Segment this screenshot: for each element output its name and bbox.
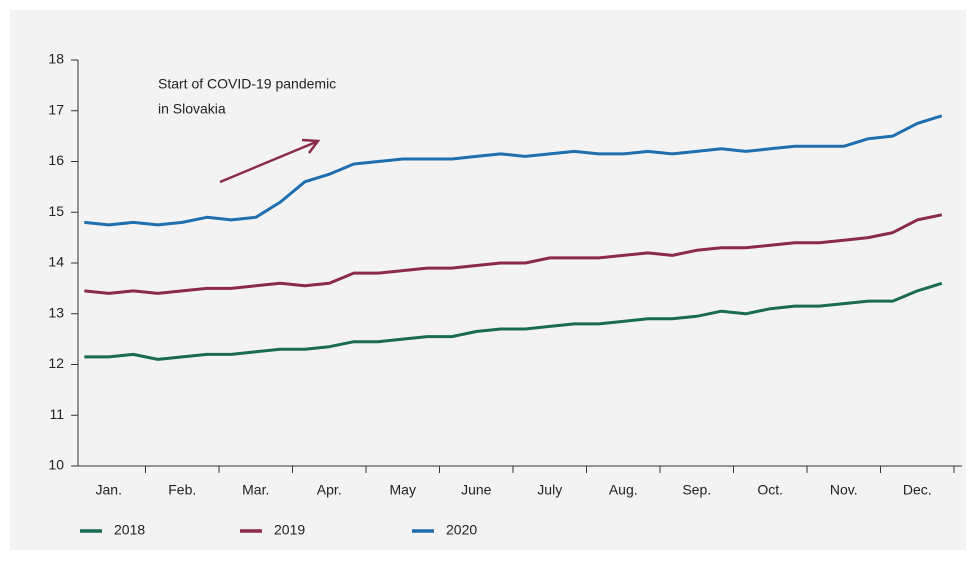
x-tick-label: Aug.: [609, 482, 638, 498]
y-tick-label: 16: [48, 152, 64, 168]
x-tick-label: Jan.: [96, 482, 122, 498]
annotation-arrow: [219, 140, 317, 184]
x-tick-label: Mar.: [242, 482, 269, 498]
x-tick-label: July: [537, 482, 562, 498]
y-tick-label: 11: [49, 406, 64, 422]
x-tick-label: Sep.: [682, 482, 711, 498]
annotation-line: in Slovakia: [158, 101, 226, 117]
x-tick-label: Feb.: [168, 482, 196, 498]
x-tick-label: Nov.: [830, 482, 858, 498]
annotation-arrowhead: [301, 138, 321, 154]
y-tick-label: 18: [48, 51, 64, 67]
x-tick-label: May: [390, 482, 416, 498]
y-tick-label: 17: [48, 101, 64, 117]
line-series: [84, 281, 943, 361]
y-tick-label: 15: [48, 203, 64, 219]
legend-label: 2018: [114, 522, 145, 538]
line-series: [84, 114, 943, 227]
x-tick-label: Apr.: [317, 482, 342, 498]
x-tick-label: Dec.: [903, 482, 932, 498]
x-tick-label: June: [461, 482, 492, 498]
y-tick-label: 10: [48, 457, 64, 473]
y-tick-label: 14: [48, 254, 64, 270]
line-series: [84, 213, 943, 295]
y-tick-label: 13: [48, 304, 64, 320]
card-background: [10, 10, 966, 550]
legend-label: 2019: [274, 522, 305, 538]
annotation-line: Start of COVID-19 pandemic: [158, 76, 336, 92]
x-tick-label: Oct.: [757, 482, 783, 498]
legend-label: 2020: [446, 522, 477, 538]
y-tick-label: 12: [48, 355, 64, 371]
